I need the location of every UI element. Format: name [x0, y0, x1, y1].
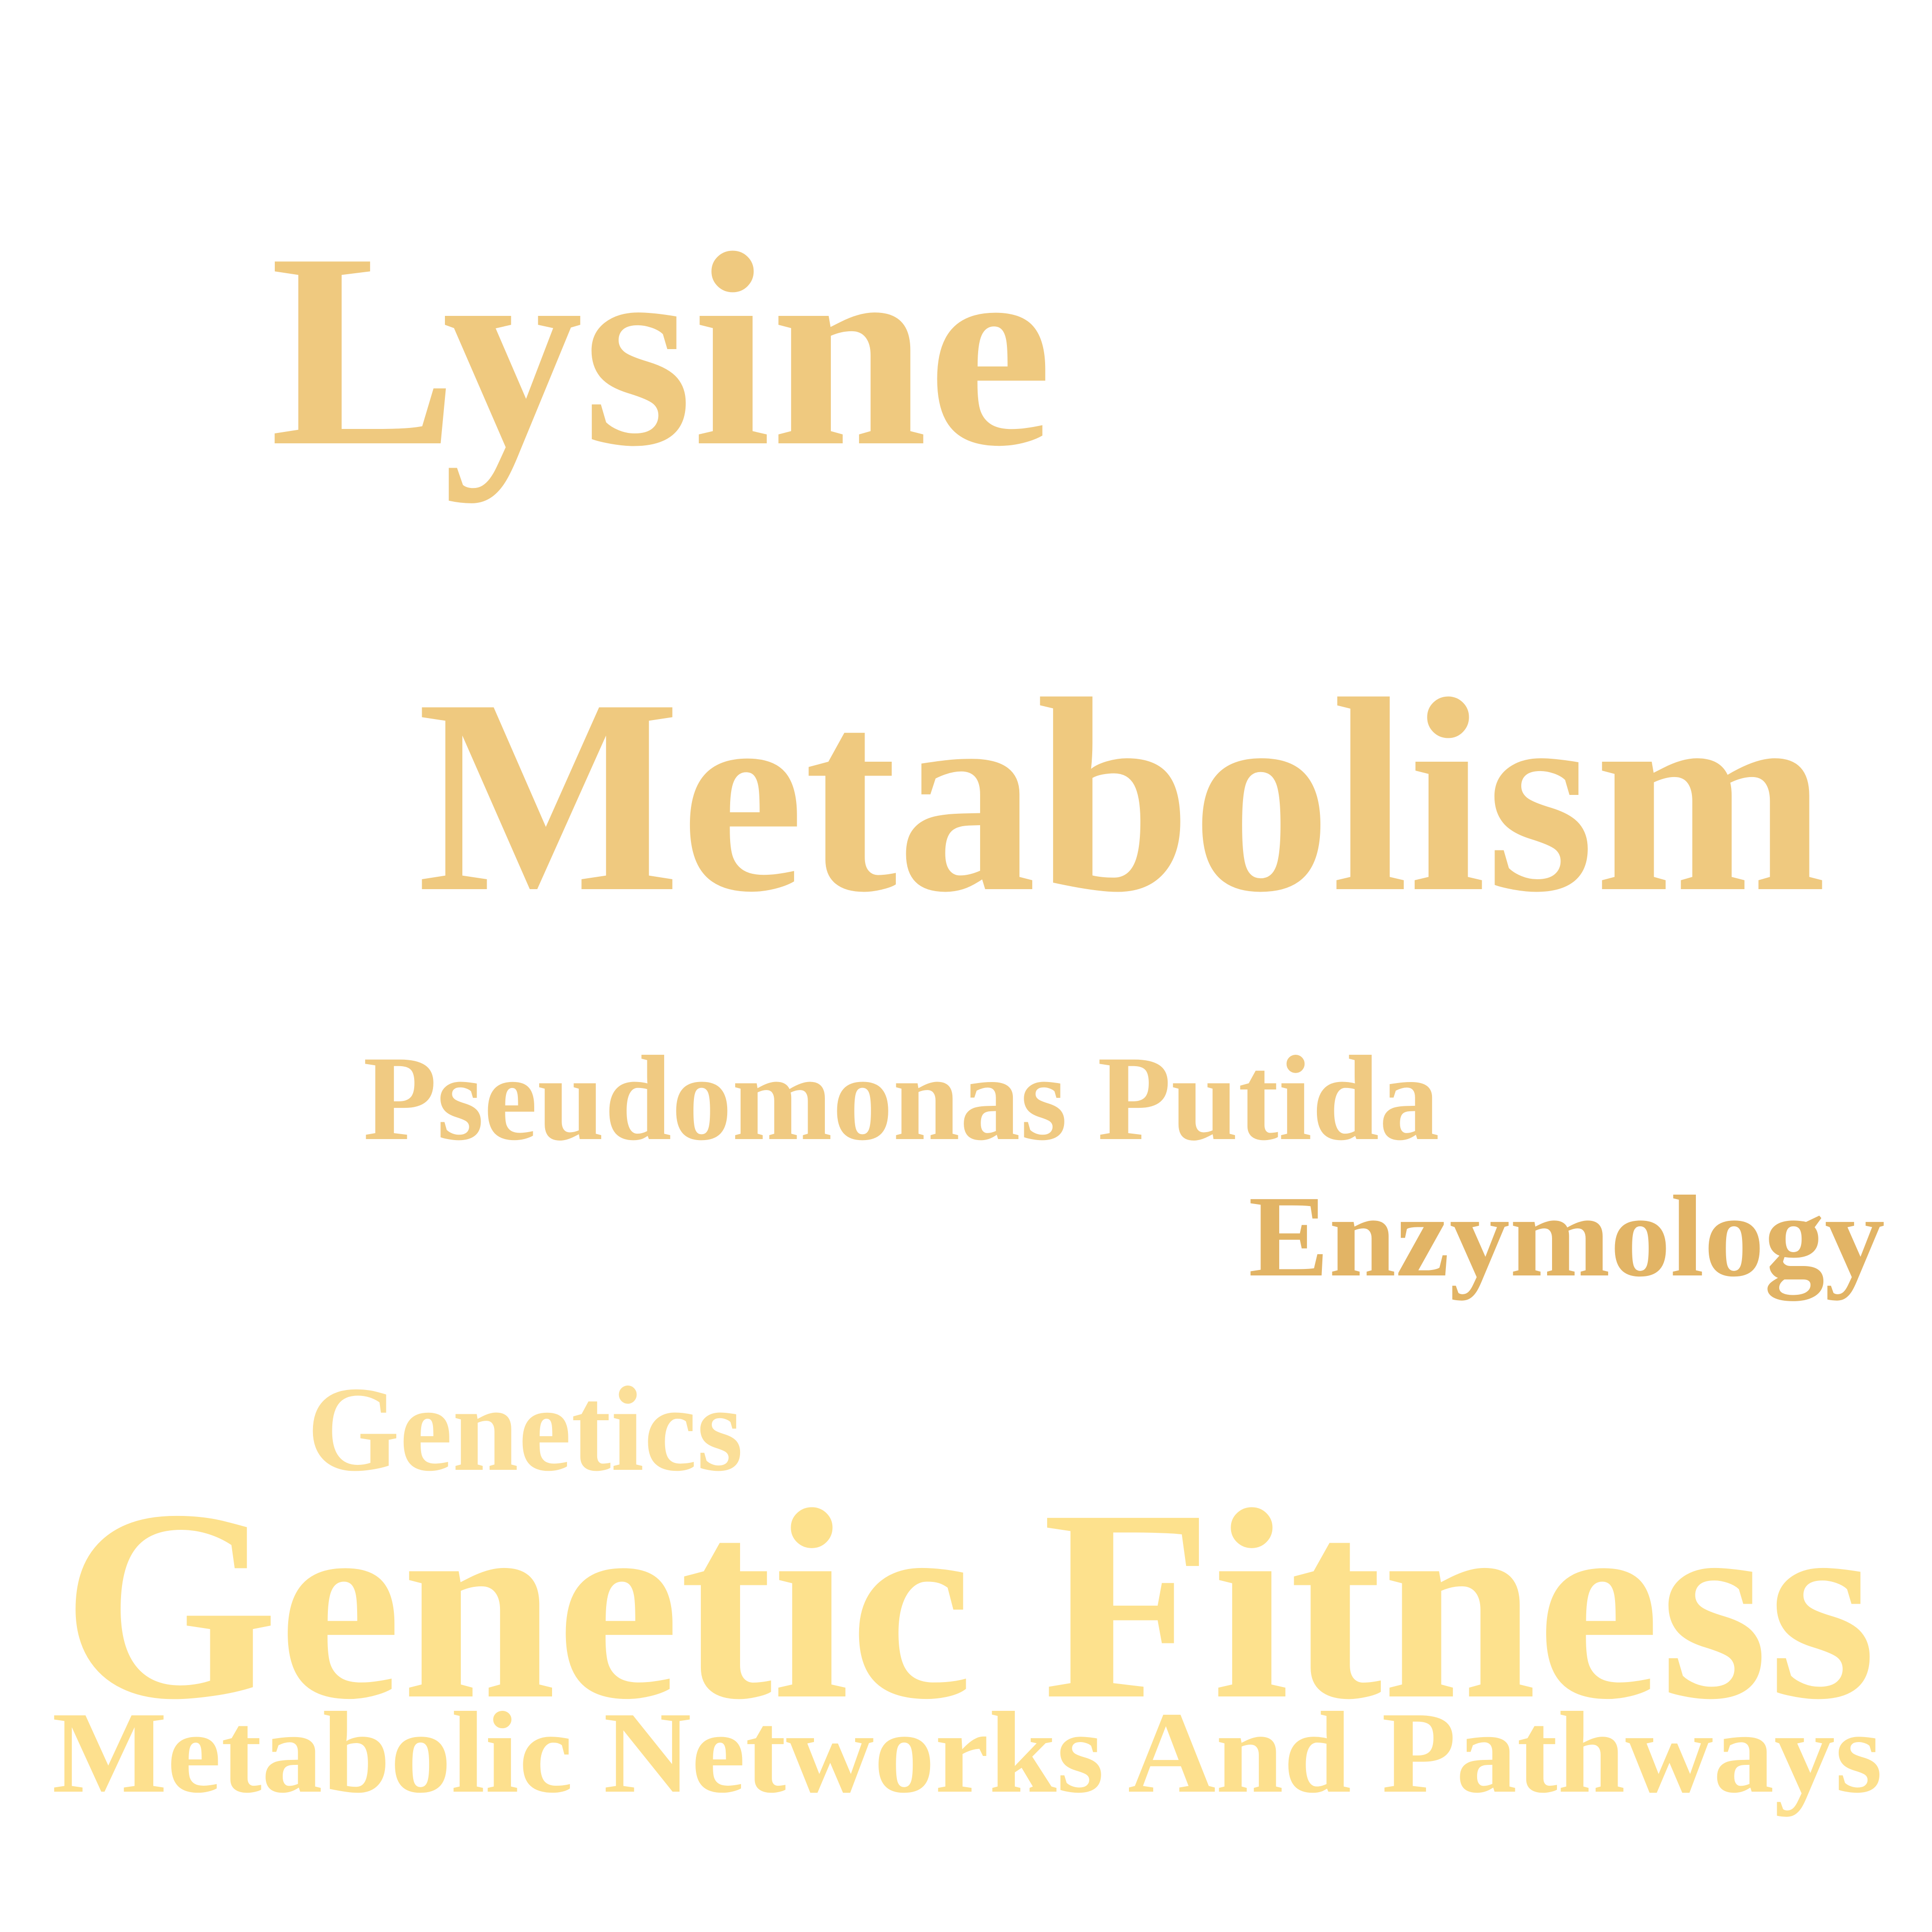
word: Lysine — [270, 196, 1053, 504]
word: Metabolism — [417, 642, 1827, 950]
word: Pseudomonas Putida — [363, 1031, 1439, 1165]
word: Metabolic Networks And Pathways — [52, 1688, 1882, 1817]
word: Enzymology — [1248, 1172, 1885, 1301]
word: Genetic Fitness — [62, 1453, 1876, 1755]
word: Genetics — [307, 1362, 743, 1496]
